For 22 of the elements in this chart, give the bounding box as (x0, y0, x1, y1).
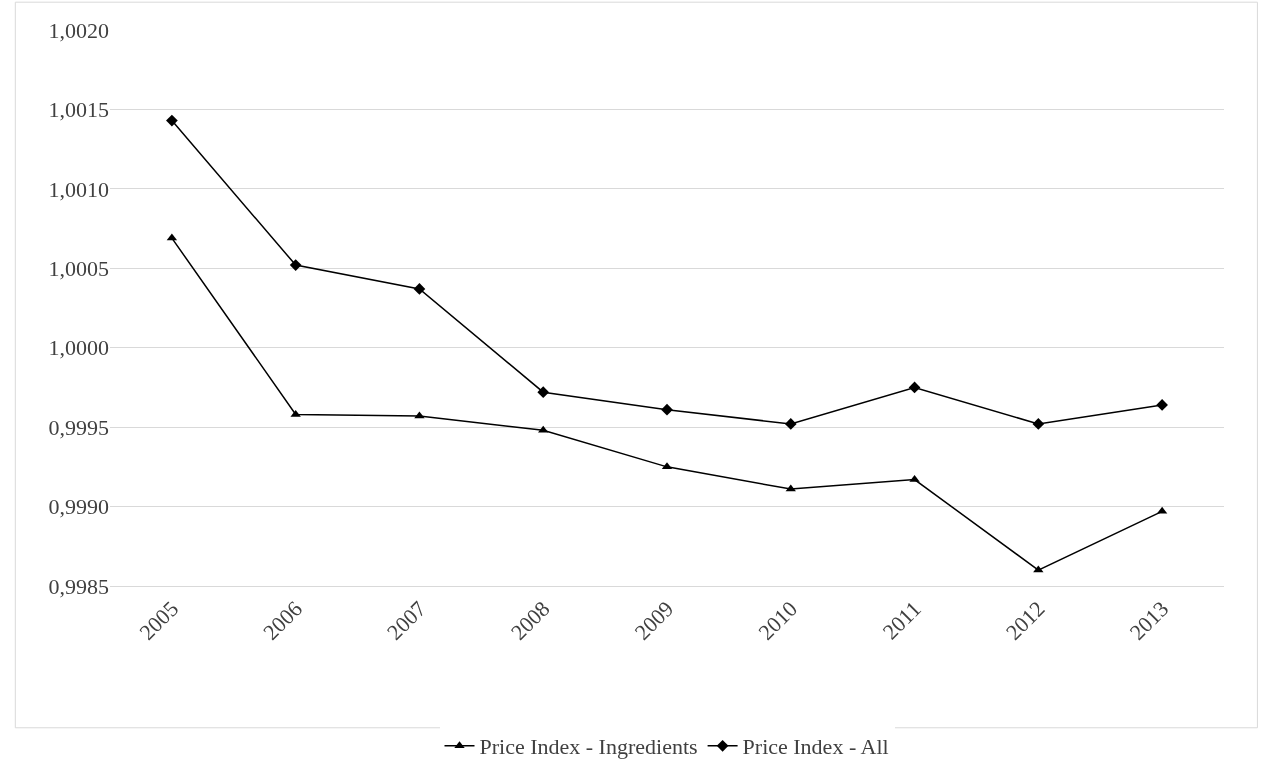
y-tick-label: 0,9990 (48, 494, 109, 520)
x-tick-label: 2011 (877, 596, 926, 645)
point (661, 403, 673, 416)
legend-label: Price Index - Ingredients (479, 734, 698, 760)
point (290, 409, 301, 417)
point (1156, 399, 1168, 411)
y-tick-label: 1,0020 (48, 17, 109, 43)
y-tick-label: 0,9985 (48, 573, 109, 599)
point (784, 418, 797, 430)
y-tick-label: 1,0005 (48, 255, 109, 281)
y-tick-label: 1,0000 (48, 335, 109, 361)
point (908, 381, 921, 394)
point (413, 283, 426, 295)
y-tick-label: 1,0015 (48, 97, 109, 123)
y-tick-label: 0,9995 (48, 414, 109, 440)
point (166, 114, 178, 127)
point (537, 386, 550, 399)
point (538, 425, 549, 433)
legend-label: Price Index - All (742, 734, 889, 760)
point (289, 259, 302, 271)
y-tick-label: 1,0010 (48, 176, 109, 202)
point (1032, 418, 1045, 430)
